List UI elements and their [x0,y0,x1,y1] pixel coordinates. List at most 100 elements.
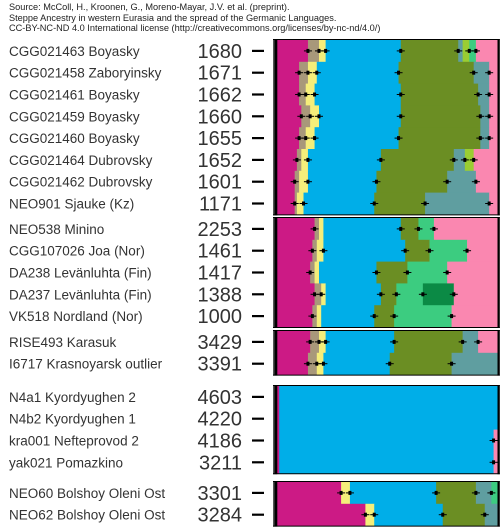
error-point [306,157,310,162]
source-line-title: Steppe Ancestry in western Eurasia and t… [9,12,337,23]
panel-frame-right [497,385,500,475]
error-point [317,48,321,53]
bar-segment-blue [374,503,444,526]
bar-segment-magenta [277,386,280,409]
bar-segment-blue [314,83,402,106]
sample-age: 3391 [198,354,243,376]
error-point [392,339,396,344]
error-point [423,201,427,206]
panel-frame-left-thin [273,217,275,328]
panel-frame-left-thin [273,481,275,527]
error-point [399,92,403,97]
error-point [452,292,456,297]
error-point [324,48,328,53]
bar-segment-teal [484,503,499,526]
bar-segment-pink [447,261,499,284]
sample-label: N4a1 Kyordyughen 2 [9,390,136,405]
error-point [478,136,482,141]
bar-segment-pink [489,127,499,150]
error-point [306,361,310,366]
error-point [313,136,317,141]
error-point [427,248,431,253]
bar-segment-olive [374,305,395,328]
sample-age: 1662 [198,85,243,107]
bar-segment-taupe [307,352,318,375]
error-point [405,270,409,275]
bar-segment-magenta [277,451,280,474]
error-point [324,339,328,344]
error-point [394,292,398,297]
sample-age: 4220 [198,409,243,431]
sample-age: 2253 [198,219,243,241]
error-point [306,48,310,53]
sample-label: NEO901 Sjauke (Kz) [9,197,134,212]
error-point [476,92,480,97]
error-point [489,490,493,495]
bar-segment-teal [451,352,499,375]
error-point [403,248,407,253]
sample-age: 1388 [198,284,243,306]
bar-segment-magenta [277,239,313,262]
error-point [363,512,367,517]
bar-segment-pink [467,239,499,262]
error-point [310,314,314,319]
bar-segment-blue [316,61,399,84]
error-point [452,157,456,162]
panel-frame-left-thin [273,39,275,216]
error-point [295,157,299,162]
sample-label: NEO60 Bolshoy Oleni Ost [9,486,165,501]
error-point [304,136,308,141]
bar-segment-magenta [277,40,309,63]
error-point [313,92,317,97]
bar-segment-yellow [307,61,318,84]
bar-segment-magenta [277,482,342,505]
sample-age: 1417 [198,263,243,285]
error-point [293,201,297,206]
error-point [474,48,478,53]
bar-segment-olive [405,239,430,262]
bar-segment-blue [279,407,499,430]
error-point [421,292,425,297]
panel-frame-right [497,330,500,376]
bar-segment-pink [489,192,499,215]
error-point [317,339,321,344]
bar-segment-yellow [305,83,315,106]
bar-segment-taupe [307,40,320,63]
bar-segment-yellow [318,218,324,241]
source-line-citation: Source: McColl, H., Kroonen, G., Moreno-… [9,2,290,12]
sample-label: CGG021464 Dubrovsky [9,153,153,168]
bar-segment-olive [400,40,459,63]
error-point [465,248,469,253]
bar-segment-blue [318,105,402,128]
bar-segment-teal [480,105,490,128]
error-point [472,157,476,162]
error-point [379,157,383,162]
error-point [472,70,476,75]
bar-segment-olive [398,61,475,84]
bar-segment-yellow [310,105,320,128]
bar-segment-magenta [277,352,309,375]
sample-label: CGG021462 Dubrovsky [9,175,153,190]
panel-frame-left [274,481,278,527]
sample-label: NEO538 Minino [9,222,104,237]
bar-segment-blue [307,170,377,193]
sample-label: VK518 Nordland (Nor) [9,309,143,324]
error-point [476,339,480,344]
bar-segment-yellow [365,503,375,526]
bar-segment-magenta [277,83,300,106]
bar-segment-blue [303,192,375,215]
bar-segment-olive [442,503,486,526]
error-point [313,292,317,297]
bar-segment-pink [475,170,499,193]
sample-age: 3211 [199,452,242,474]
bar-segment-pink [451,305,499,328]
error-point [348,490,352,495]
error-point [474,179,478,184]
error-point [397,70,401,75]
bar-segment-olive [376,261,408,284]
panel-frame-right [497,481,500,527]
bar-segment-olive [374,192,426,215]
error-point [308,114,312,119]
error-point [372,314,376,319]
